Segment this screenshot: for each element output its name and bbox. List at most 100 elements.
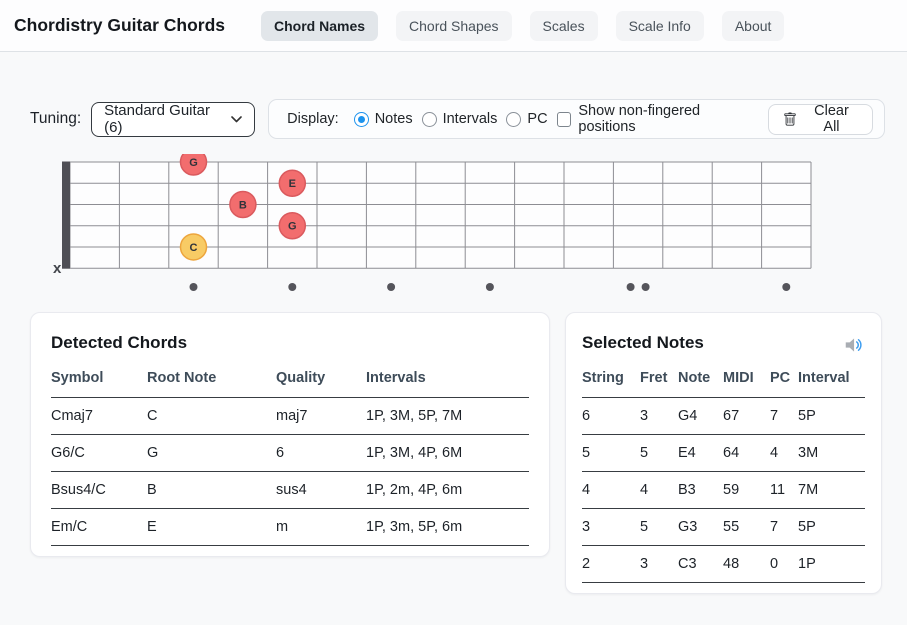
table-cell: 7 [770, 508, 798, 546]
table-cell: 4 [770, 434, 798, 472]
table-cell: C3 [678, 545, 723, 583]
tab-scales[interactable]: Scales [529, 10, 598, 41]
table-cell: 4 [640, 471, 678, 509]
table-cell: 3 [582, 508, 640, 546]
column-header-interval: Interval [798, 361, 865, 398]
detected-chords-panel: Detected Chords Symbol Root Note Quality In… [30, 312, 550, 557]
column-header-symbol: Symbol [51, 361, 147, 398]
column-header-string: String [582, 361, 640, 398]
radio-label: Notes [374, 111, 413, 127]
table-cell: 11 [770, 471, 798, 509]
table-cell: 1P, 3M, 4P, 6M [366, 434, 529, 472]
tab-scale-info[interactable]: Scale Info [615, 10, 704, 41]
radio-circle[interactable] [353, 111, 369, 127]
selected-notes-panel: Selected Notes String Fret Note MIDI PC Inter… [565, 312, 882, 594]
tuning-select-value: Standard Guitar (6) [104, 102, 211, 136]
column-header-fret: Fret [640, 361, 678, 398]
table-cell: B [147, 471, 276, 509]
table-cell: Em/C [51, 508, 147, 546]
detected-chords-title: Detected Chords [51, 333, 188, 352]
fretboard-note-e[interactable]: E [278, 169, 307, 197]
table-cell: 7M [798, 471, 865, 509]
table-cell: 6 [582, 397, 640, 435]
table-cell: 1P, 3m, 5P, 6m [366, 508, 529, 546]
tab-chord-shapes[interactable]: Chord Shapes [396, 10, 512, 41]
selected-notes-table: String Fret Note MIDI PC Interval 6 3 G4 67 7 5P 5 5 E… [582, 361, 865, 583]
table-row: 5 5 E4 64 4 3M [582, 434, 865, 472]
table-row: 3 5 G3 55 7 5P [582, 508, 865, 546]
table-cell: 5P [798, 508, 865, 546]
column-header-pc: PC [770, 361, 798, 398]
table-cell: 1P, 3M, 5P, 7M [366, 397, 529, 435]
display-radio-pc[interactable]: PC [506, 111, 548, 127]
display-radio-notes[interactable]: Notes [353, 111, 413, 127]
svg-text:B: B [239, 199, 247, 211]
table-cell: 3 [640, 397, 678, 435]
main-content: Tuning: Standard Guitar (6) Display: Not… [0, 99, 907, 594]
table-cell: G4 [678, 397, 723, 435]
chevron-down-icon [231, 115, 242, 123]
svg-text:G: G [288, 221, 297, 233]
panels-row: Detected Chords Symbol Root Note Quality In… [30, 312, 885, 594]
svg-text:C: C [190, 242, 198, 254]
table-cell: 7 [770, 397, 798, 435]
table-cell: 67 [723, 397, 770, 435]
column-header-quality: Quality [276, 361, 366, 398]
table-cell: 5 [582, 434, 640, 472]
table-cell: 1P, 2m, 4P, 6m [366, 471, 529, 509]
fretboard-note-b[interactable]: B [229, 190, 257, 219]
tab-chord-names[interactable]: Chord Names [261, 10, 379, 41]
svg-text:E: E [289, 178, 296, 190]
table-cell: 3M [798, 434, 865, 472]
speaker-icon [844, 335, 865, 355]
table-row: 4 4 B3 59 11 7M [582, 471, 865, 509]
table-cell: G [147, 434, 276, 472]
table-cell: sus4 [276, 471, 366, 509]
fretboard-note-g[interactable]: G [179, 154, 208, 176]
fretboard[interactable]: x G E B G C [45, 154, 815, 299]
clear-all-button[interactable]: Clear All [767, 103, 873, 135]
radio-label: Intervals [442, 111, 498, 127]
table-cell: E4 [678, 434, 723, 472]
fretboard-note-c[interactable]: C [179, 233, 208, 261]
table-cell: C [147, 397, 276, 435]
table-cell: 64 [723, 434, 770, 472]
column-header-midi: MIDI [723, 361, 770, 398]
table-cell: 3 [640, 545, 678, 583]
table-row: 2 3 C3 48 0 1P [582, 545, 865, 583]
column-header-note: Note [678, 361, 723, 398]
table-cell: 5 [640, 508, 678, 546]
checkbox-label: Show non-fingered positions [578, 103, 701, 135]
table-cell: 55 [723, 508, 770, 546]
table-cell: 0 [770, 545, 798, 583]
tab-about[interactable]: About [721, 10, 785, 41]
table-cell: 4 [582, 471, 640, 509]
table-header-row: String Fret Note MIDI PC Interval [582, 361, 865, 398]
trash-icon [783, 112, 797, 127]
tuning-select[interactable]: Standard Guitar (6) [91, 101, 256, 137]
display-options-group: Display: Notes Intervals PC Show non-finge… [268, 99, 885, 139]
radio-circle[interactable] [421, 111, 437, 127]
table-cell: 2 [582, 545, 640, 583]
table-cell: G3 [678, 508, 723, 546]
svg-text:G: G [189, 157, 198, 169]
radio-circle[interactable] [506, 111, 522, 127]
play-sound-button[interactable] [844, 335, 865, 355]
display-radio-intervals[interactable]: Intervals [421, 111, 498, 127]
table-cell: m [276, 508, 366, 546]
show-non-fingered-checkbox[interactable]: Show non-fingered positions [556, 103, 759, 135]
column-header-intervals: Intervals [366, 361, 529, 398]
checkbox-box[interactable] [556, 111, 572, 127]
table-cell: 59 [723, 471, 770, 509]
table-row: 6 3 G4 67 7 5P [582, 397, 865, 435]
fretboard-note-g[interactable]: G [278, 211, 307, 240]
clear-all-label: Clear All [814, 103, 849, 135]
controls-row: Tuning: Standard Guitar (6) Display: Not… [30, 99, 885, 139]
table-cell: G6/C [51, 434, 147, 472]
display-label: Display: [287, 111, 339, 127]
app-header: Chordistry Guitar Chords Chord Names Chor… [0, 0, 907, 52]
